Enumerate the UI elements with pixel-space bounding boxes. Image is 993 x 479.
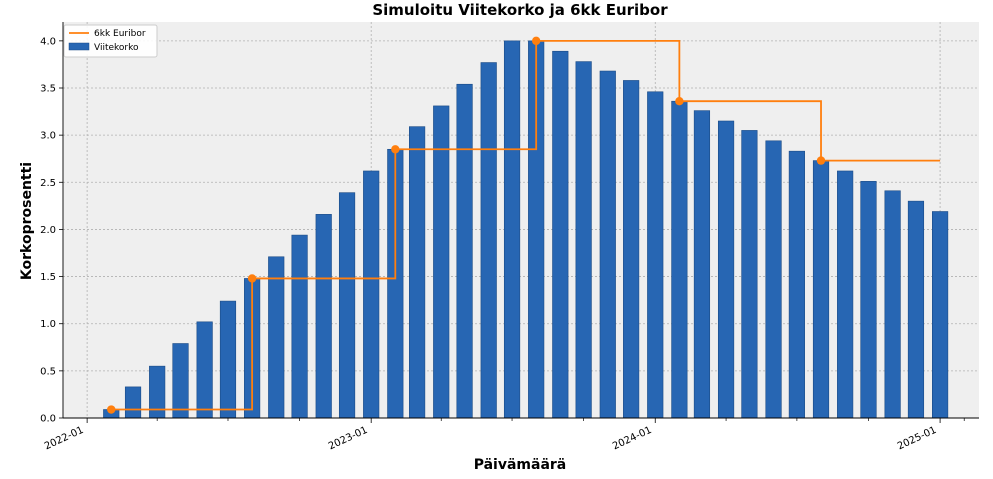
bar: [765, 140, 782, 419]
y-tick-label: 3.5: [40, 84, 56, 95]
line-series-euribor: [107, 36, 941, 414]
euribor-point: [107, 405, 116, 414]
bar: [338, 192, 356, 419]
chart-title: Simuloitu Viitekorko ja 6kk Euribor: [372, 1, 668, 19]
y-tick-label: 1.5: [40, 272, 56, 283]
bar: [623, 80, 640, 419]
bar: [693, 110, 711, 419]
bar: [291, 234, 308, 419]
euribor-point: [247, 274, 257, 283]
bar-series-viitekorko: [103, 40, 949, 419]
bar: [671, 100, 688, 419]
bar: [268, 256, 285, 419]
bar: [552, 50, 569, 419]
bar: [575, 61, 592, 419]
bar: [409, 126, 426, 419]
legend-label-viitekorko: Viitekorko: [94, 43, 139, 53]
y-tick-label: 4.0: [40, 36, 56, 47]
bar: [172, 343, 189, 419]
y-axis-ticks: 0.0 0.5 1.0 1.5 2.0 2.5 3.0 3.5 4.0: [40, 36, 63, 425]
legend-label-euribor: 6kk Euribor: [94, 29, 146, 39]
bar: [315, 214, 332, 419]
x-tick-label: 2022-01: [43, 425, 86, 453]
bar: [788, 150, 805, 419]
bar: [812, 160, 830, 419]
y-tick-label: 1.0: [40, 319, 56, 330]
bar: [599, 70, 616, 419]
bar: [480, 62, 497, 419]
bar: [363, 170, 380, 419]
euribor-point: [391, 145, 400, 154]
euribor-point: [675, 97, 684, 106]
bar: [196, 321, 213, 419]
bar: [433, 105, 450, 419]
x-tick-label: 2023-01: [327, 425, 370, 453]
bar: [884, 190, 901, 419]
x-tick-label: 2025-01: [896, 425, 939, 453]
y-tick-label: 3.0: [40, 131, 56, 142]
x-axis-title: Päivämäärä: [474, 457, 567, 473]
bar: [456, 83, 473, 419]
bar: [647, 91, 664, 419]
y-tick-label: 2.5: [40, 178, 56, 189]
bar: [124, 386, 142, 419]
y-tick-label: 2.0: [40, 225, 56, 236]
legend: 6kk Euribor Viitekorko: [63, 24, 158, 58]
bar: [741, 130, 758, 419]
x-axis-ticks: 2022-01 2023-01 2024-01 2025-01: [43, 418, 965, 453]
euribor-point: [531, 36, 541, 46]
bar: [932, 211, 949, 419]
x-tick-label: 2024-01: [611, 425, 654, 453]
bar: [717, 120, 735, 419]
y-tick-label: 0.5: [40, 366, 56, 377]
bar: [860, 181, 877, 419]
euribor-point: [816, 156, 826, 165]
legend-bar-swatch: [68, 42, 90, 51]
bar: [219, 300, 237, 419]
euribor-step-line: [111, 39, 941, 411]
y-axis-title: Korkoprosentti: [19, 162, 35, 280]
bar: [503, 40, 521, 419]
bar: [907, 200, 925, 419]
bar: [837, 170, 854, 419]
y-tick-label: 0.0: [40, 414, 56, 425]
